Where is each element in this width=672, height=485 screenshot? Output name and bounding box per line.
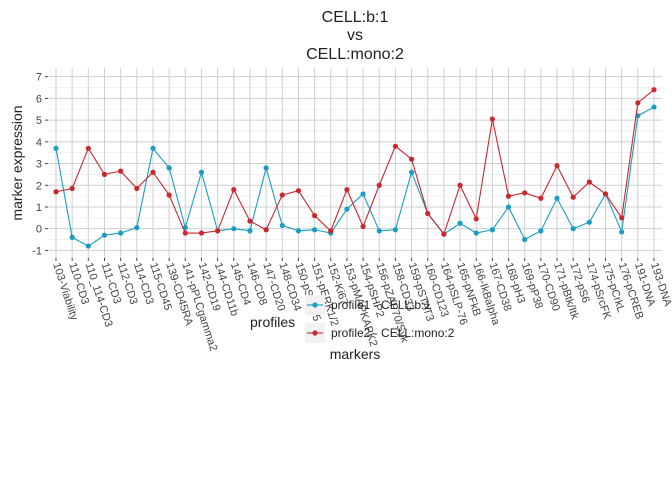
x-axis-label: markers (330, 346, 381, 362)
y-tick-label: 7 (36, 72, 42, 84)
data-point (118, 168, 124, 174)
data-point (150, 145, 156, 151)
data-point (635, 100, 641, 106)
chart-title: CELL:b:1 (322, 9, 389, 26)
data-point (473, 216, 479, 222)
data-point (505, 193, 512, 199)
data-point (231, 187, 237, 193)
data-point (586, 219, 592, 225)
data-point (231, 226, 237, 232)
data-point (570, 226, 576, 232)
data-point (376, 228, 382, 234)
data-point (69, 185, 75, 192)
data-point (263, 165, 269, 171)
data-point (554, 195, 560, 201)
data-point (85, 145, 91, 151)
data-point (522, 236, 528, 243)
data-point (522, 190, 528, 196)
data-point (295, 228, 302, 234)
legend-label: profile2 - CELL:mono:2 (331, 326, 455, 340)
data-point (328, 228, 334, 234)
data-point (182, 230, 188, 236)
data-point (489, 227, 495, 233)
data-point (69, 234, 75, 240)
data-point (279, 192, 285, 198)
y-tick-label: 0 (36, 224, 42, 236)
data-point (166, 165, 172, 171)
y-axis-label: marker expression (9, 105, 25, 220)
data-point (425, 210, 431, 217)
y-tick-label: 3 (36, 159, 42, 171)
data-point (376, 182, 382, 188)
data-point (295, 188, 302, 194)
data-point (538, 228, 544, 234)
data-point (473, 230, 479, 236)
data-point (279, 222, 285, 229)
data-point (247, 218, 253, 224)
data-point (602, 191, 609, 197)
data-point (101, 232, 108, 238)
data-point (392, 227, 399, 233)
data-point (408, 156, 415, 162)
data-point (118, 230, 124, 236)
y-tick-label: 6 (36, 93, 42, 105)
legend-key (312, 302, 318, 308)
data-point (619, 229, 625, 235)
legend-label: profile1 - CELL:b:1 (331, 298, 431, 312)
data-point (53, 189, 59, 195)
data-point (457, 182, 463, 188)
data-point (651, 87, 657, 93)
data-point (85, 243, 91, 249)
data-point (651, 104, 657, 110)
data-point (134, 185, 140, 192)
data-point (392, 143, 399, 149)
data-point (53, 145, 59, 151)
chart-title: vs (347, 27, 363, 44)
y-tick-label: 4 (36, 137, 42, 149)
chart-title: CELL:mono:2 (306, 46, 404, 63)
data-point (570, 194, 576, 200)
data-point (198, 230, 205, 236)
data-point (408, 169, 415, 175)
data-point (360, 191, 366, 197)
data-point (457, 220, 463, 226)
data-point (505, 204, 512, 210)
series-line (55, 106, 655, 247)
data-point (360, 223, 366, 230)
data-point (344, 187, 350, 193)
data-point (554, 163, 560, 169)
data-point (538, 195, 544, 201)
data-point (150, 169, 156, 175)
data-point (247, 228, 253, 234)
legend-key (312, 330, 318, 336)
data-point (134, 225, 140, 231)
series-line (55, 89, 655, 236)
y-tick-label: 5 (36, 115, 42, 127)
data-point (198, 169, 205, 175)
data-point (311, 227, 318, 233)
y-tick-label: -1 (32, 245, 42, 257)
data-point (344, 206, 350, 212)
y-tick-label: 2 (36, 180, 42, 192)
data-point (619, 215, 625, 221)
data-point (311, 213, 318, 219)
data-point (215, 228, 221, 234)
data-point (586, 179, 592, 185)
y-tick-label: 1 (36, 202, 42, 214)
data-point (441, 231, 447, 237)
data-point (101, 171, 108, 177)
data-point (166, 192, 172, 198)
data-point (489, 116, 495, 122)
legend-title: profiles (250, 314, 295, 330)
data-point (263, 227, 269, 233)
